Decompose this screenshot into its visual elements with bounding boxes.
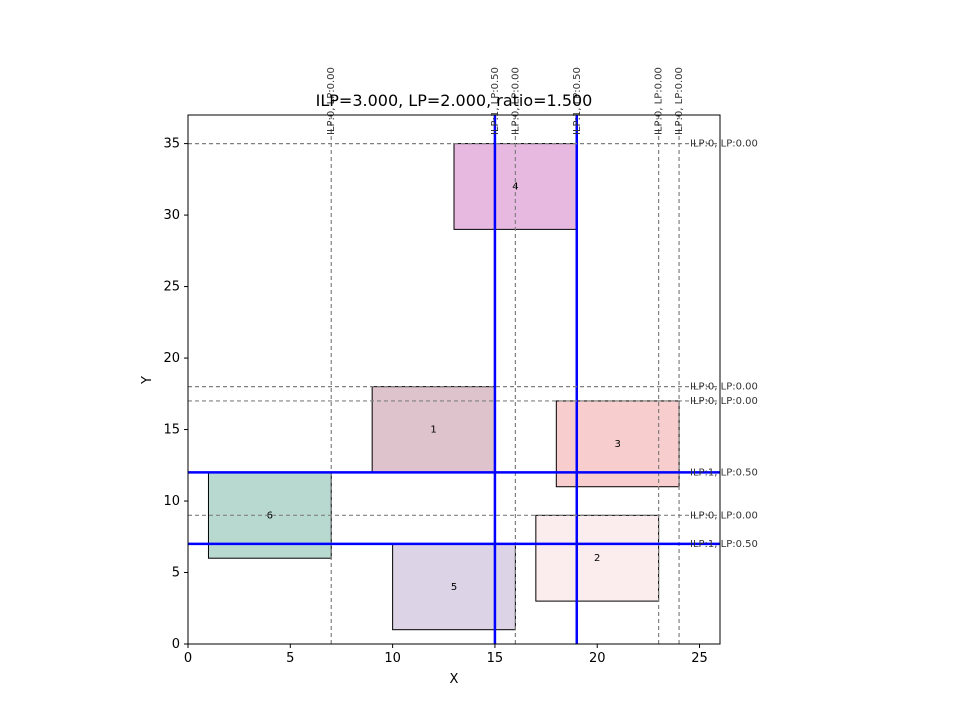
rect-label-5: 5 bbox=[451, 582, 457, 593]
horizontal-line-label-5: ILP:1, LP:0.50 bbox=[690, 539, 758, 550]
horizontal-line-label-0: ILP:0, LP:0.00 bbox=[690, 139, 758, 150]
y-tick-label-10: 10 bbox=[163, 494, 180, 509]
y-tick-label-15: 15 bbox=[163, 423, 180, 438]
horizontal-line-label-2: ILP:0, LP:0.00 bbox=[690, 396, 758, 407]
y-tick-label-0: 0 bbox=[172, 637, 180, 652]
chart-title: ILP=3.000, LP=2.000, ratio=1.500 bbox=[316, 91, 593, 110]
vertical-line-label-5: ILP:0, LP:0.00 bbox=[674, 67, 685, 135]
horizontal-line-label-3: ILP:1, LP:0.50 bbox=[690, 467, 758, 478]
vertical-line-label-0: ILP:0, LP:0.00 bbox=[326, 67, 337, 135]
rect-label-2: 2 bbox=[594, 553, 600, 564]
y-axis-label: Y bbox=[140, 376, 155, 385]
y-tick-label-20: 20 bbox=[163, 351, 180, 366]
y-tick-label-5: 5 bbox=[172, 566, 180, 581]
x-tick-label-10: 10 bbox=[384, 651, 401, 666]
vertical-line-label-1: ILP:1, LP:0.50 bbox=[490, 67, 501, 135]
vertical-line-label-3: ILP:1, LP:0.50 bbox=[572, 67, 583, 135]
x-tick-label-15: 15 bbox=[487, 651, 504, 666]
x-tick-label-25: 25 bbox=[691, 651, 708, 666]
y-tick-label-25: 25 bbox=[163, 280, 180, 295]
rect-2 bbox=[535, 514, 660, 602]
vertical-line-label-4: ILP:0, LP:0.00 bbox=[654, 67, 665, 135]
rect-label-3: 3 bbox=[615, 439, 621, 450]
rect-label-1: 1 bbox=[430, 425, 436, 436]
rect-label-6: 6 bbox=[267, 510, 273, 521]
x-tick-label-20: 20 bbox=[589, 651, 606, 666]
x-tick-label-0: 0 bbox=[184, 651, 192, 666]
y-tick-label-35: 35 bbox=[163, 137, 180, 152]
plot-frame bbox=[187, 114, 721, 645]
horizontal-line-label-1: ILP:0, LP:0.00 bbox=[690, 382, 758, 393]
x-axis-label: X bbox=[450, 672, 459, 687]
x-tick-label-5: 5 bbox=[286, 651, 294, 666]
vertical-line-label-2: ILP:0, LP:0.00 bbox=[510, 67, 521, 135]
horizontal-line-label-4: ILP:0, LP:0.00 bbox=[690, 510, 758, 521]
y-tick-label-30: 30 bbox=[163, 208, 180, 223]
